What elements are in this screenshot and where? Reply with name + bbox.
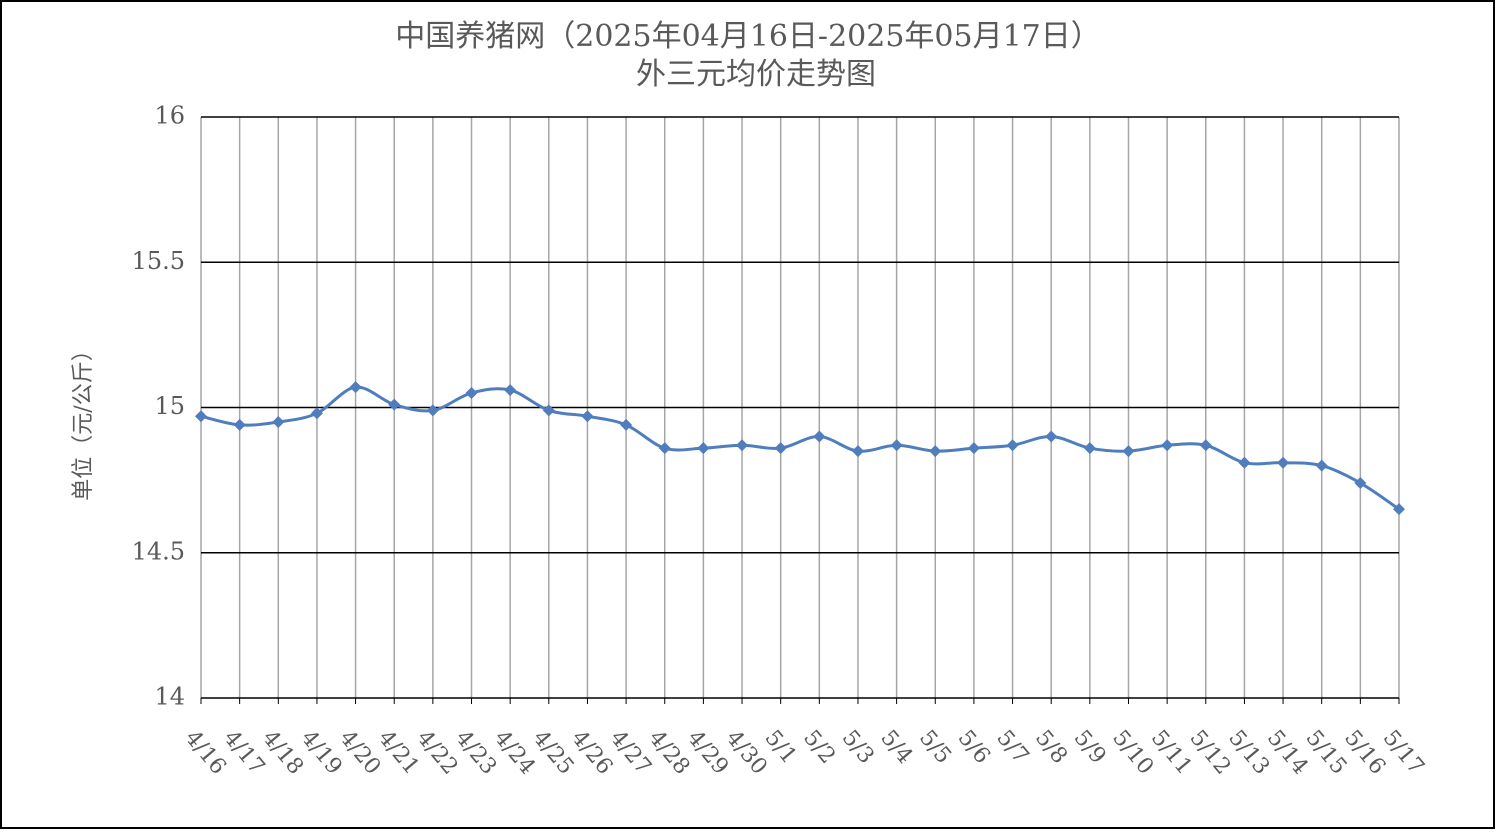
data-point [1393, 503, 1405, 516]
data-point [620, 418, 633, 431]
y-tick-label: 16 [154, 102, 185, 130]
data-point [1315, 459, 1328, 472]
chart-subtitle: 外三元均价走势图 [636, 57, 876, 92]
data-point [1354, 477, 1367, 490]
data-point [1083, 442, 1096, 455]
data-point [967, 442, 980, 455]
data-point [504, 384, 517, 397]
data-point [426, 404, 439, 417]
chart-title: 中国养猪网（2025年04月16日-2025年05月17日） [395, 19, 1101, 54]
data-point [1045, 430, 1058, 443]
data-point [851, 445, 864, 458]
data-point [813, 430, 826, 443]
data-point [310, 407, 323, 420]
data-point [272, 416, 285, 429]
data-point [1238, 456, 1251, 469]
data-point [349, 381, 362, 394]
data-point [1161, 439, 1174, 452]
data-point [774, 442, 787, 455]
data-point [1277, 456, 1290, 469]
y-tick-label: 15.5 [132, 247, 185, 275]
data-point [1122, 445, 1135, 458]
data-point [736, 439, 749, 452]
data-point [542, 404, 555, 417]
data-point [388, 398, 401, 411]
data-point [1006, 439, 1019, 452]
data-point [581, 410, 594, 423]
data-point [697, 442, 710, 455]
y-tick-label: 14.5 [132, 537, 185, 565]
data-point [233, 418, 246, 431]
y-axis-label: 单位（元/公斤） [71, 339, 96, 500]
y-tick-label: 15 [154, 392, 185, 420]
data-point [465, 386, 478, 399]
data-point [1199, 439, 1212, 452]
data-point [929, 445, 942, 458]
y-tick-label: 14 [154, 683, 185, 711]
data-point [658, 442, 671, 455]
data-point [890, 439, 903, 452]
data-point [195, 410, 207, 423]
